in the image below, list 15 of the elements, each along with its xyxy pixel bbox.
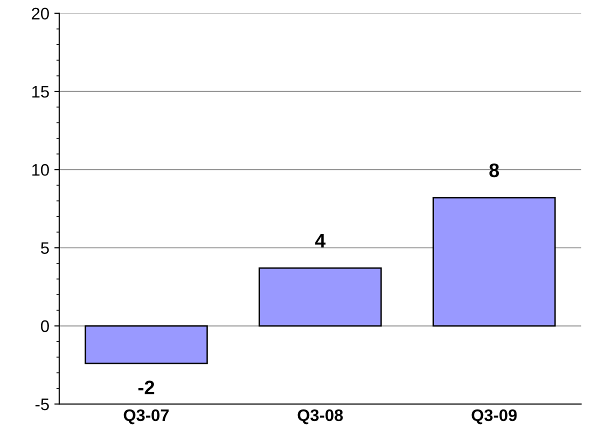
bar: [432, 197, 556, 327]
y-tick-label: 0: [40, 320, 49, 332]
data-label: 8: [489, 163, 499, 178]
y-tick-label: 20: [32, 8, 49, 20]
x-tick-label: Q3-07: [124, 409, 169, 424]
x-tick-label: Q3-08: [298, 409, 343, 424]
data-label: 4: [315, 234, 326, 248]
y-tick-label: 10: [32, 164, 49, 176]
x-tick-label: Q3-09: [472, 409, 517, 424]
bar: [258, 267, 382, 327]
y-tick-label: -5: [36, 398, 49, 410]
y-tick-label: 15: [32, 86, 49, 98]
data-label: -2: [138, 380, 154, 394]
bar: [84, 325, 208, 364]
y-tick-label: 5: [40, 242, 49, 254]
